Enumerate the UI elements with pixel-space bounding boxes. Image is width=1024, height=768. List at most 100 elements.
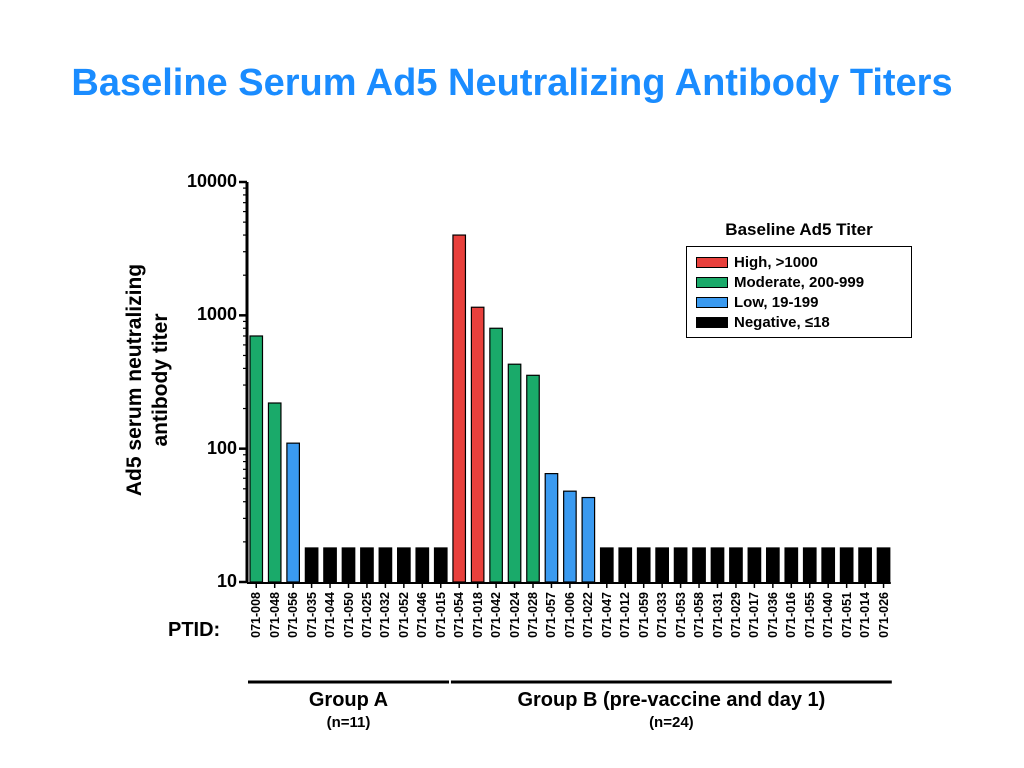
legend-label: High, >1000 xyxy=(734,253,818,271)
bar xyxy=(507,363,522,583)
legend-item-high: High, >1000 xyxy=(696,253,818,271)
bar xyxy=(360,547,374,583)
bar xyxy=(710,547,725,583)
bar xyxy=(378,547,393,583)
bar xyxy=(433,547,448,583)
bar xyxy=(599,547,614,583)
x-tick-label: 071-040 xyxy=(821,592,836,638)
x-tick-label: 071-015 xyxy=(433,592,448,638)
y-tick-label: 10 xyxy=(216,571,237,591)
bar xyxy=(858,547,872,583)
x-tick-label: 071-026 xyxy=(876,592,891,638)
bar xyxy=(636,547,651,583)
bar xyxy=(323,547,337,583)
x-tick-label: 071-059 xyxy=(636,592,651,638)
bar xyxy=(544,473,559,583)
group-count: (n=24) xyxy=(649,714,694,731)
y-axis-label-line-2: antibody titer xyxy=(149,313,172,447)
x-tick-label: 071-017 xyxy=(747,592,762,638)
bar xyxy=(489,327,503,583)
x-tick-label: 071-025 xyxy=(359,592,374,638)
legend-title: Baseline Ad5 Titer xyxy=(725,220,873,239)
x-tick-label: 071-052 xyxy=(396,592,411,638)
x-tick-label: 071-018 xyxy=(470,592,485,638)
legend-item-low: Low, 19-199 xyxy=(696,293,818,311)
bar xyxy=(563,490,577,583)
x-tick-label: 071-036 xyxy=(765,592,780,638)
x-tick-label: 071-031 xyxy=(710,592,725,638)
x-axis-label: PTID: xyxy=(168,619,221,641)
group-label: Group B (pre-vaccine and day 1) (n=24) xyxy=(471,689,871,731)
legend-swatch xyxy=(696,316,728,328)
x-tick-label: 071-014 xyxy=(858,592,873,638)
legend: High, >1000 Moderate, 200-999 Low, 19-199 N… xyxy=(686,246,912,338)
bar xyxy=(839,547,854,583)
bar xyxy=(341,547,356,583)
x-tick-label: 071-051 xyxy=(839,592,854,638)
x-tick-label: 071-033 xyxy=(655,592,670,638)
x-tick-label: 071-042 xyxy=(489,592,504,638)
bar xyxy=(802,547,817,583)
group-name: Group B (pre-vaccine and day 1) xyxy=(517,689,826,711)
x-tick-label: 071-058 xyxy=(692,592,707,638)
y-tick-label: 1000 xyxy=(196,304,237,325)
legend-item-negative: Negative, ≤18 xyxy=(696,313,830,331)
bar xyxy=(821,547,836,583)
group-name: Group A xyxy=(308,689,389,711)
legend-label: Low, 19-199 xyxy=(734,293,819,311)
bar xyxy=(765,547,780,583)
x-tick-label: 071-029 xyxy=(728,592,743,638)
bar xyxy=(452,234,467,583)
x-tick-label: 071-053 xyxy=(673,592,688,638)
x-tick-label: 071-024 xyxy=(507,592,522,638)
bar xyxy=(286,442,300,583)
y-tick-label: 10000 xyxy=(186,171,237,191)
x-tick-label: 071-048 xyxy=(267,592,282,638)
x-tick-label: 071-047 xyxy=(599,592,614,638)
x-tick-label: 071-057 xyxy=(544,592,559,638)
x-tick-label: 071-050 xyxy=(341,592,356,638)
chart-title: Baseline Serum Ad5 Neutralizing Antibody… xyxy=(71,62,953,104)
x-tick-label: 071-035 xyxy=(304,592,319,638)
x-tick-label: 071-016 xyxy=(784,592,799,638)
legend-swatch xyxy=(696,256,728,268)
legend-label: Moderate, 200-999 xyxy=(734,273,865,291)
y-tick-label: 100 xyxy=(206,437,237,458)
legend-swatch xyxy=(696,276,728,288)
x-tick-label: 071-055 xyxy=(802,592,817,638)
legend-label: Negative, ≤18 xyxy=(734,313,830,331)
bar xyxy=(692,547,706,583)
x-tick-label: 071-022 xyxy=(581,592,596,638)
bar xyxy=(876,547,891,583)
x-tick-label: 071-032 xyxy=(378,592,393,638)
bar xyxy=(526,374,540,583)
bar xyxy=(267,402,282,583)
bar xyxy=(304,547,319,583)
bar xyxy=(747,547,762,583)
y-axis-label: Ad5 serum neutralizing antibody titer xyxy=(122,150,174,610)
bar xyxy=(415,547,430,583)
group-count: (n=11) xyxy=(326,714,371,731)
bar xyxy=(249,335,264,583)
x-tick-label: 071-046 xyxy=(415,592,430,638)
bar xyxy=(729,547,743,583)
x-tick-label: 071-012 xyxy=(618,592,633,638)
bar xyxy=(618,547,633,583)
legend-item-moderate: Moderate, 200-999 xyxy=(696,273,864,291)
x-tick-label: 071-054 xyxy=(452,592,467,638)
bar xyxy=(470,306,485,583)
bar xyxy=(655,547,670,583)
bar xyxy=(784,547,799,583)
x-tick-label: 071-056 xyxy=(286,592,301,638)
x-tick-label: 071-028 xyxy=(526,592,540,638)
bar xyxy=(673,547,688,583)
bar xyxy=(397,547,411,583)
x-tick-label: 071-006 xyxy=(562,592,577,638)
y-axis-label-line-1: Ad5 serum neutralizing xyxy=(123,263,146,497)
group-label: Group A (n=11) xyxy=(149,689,549,731)
x-tick-label: 071-044 xyxy=(323,592,338,638)
bar xyxy=(581,496,596,583)
legend-swatch xyxy=(696,296,728,308)
x-tick-label: 071-008 xyxy=(249,592,264,638)
